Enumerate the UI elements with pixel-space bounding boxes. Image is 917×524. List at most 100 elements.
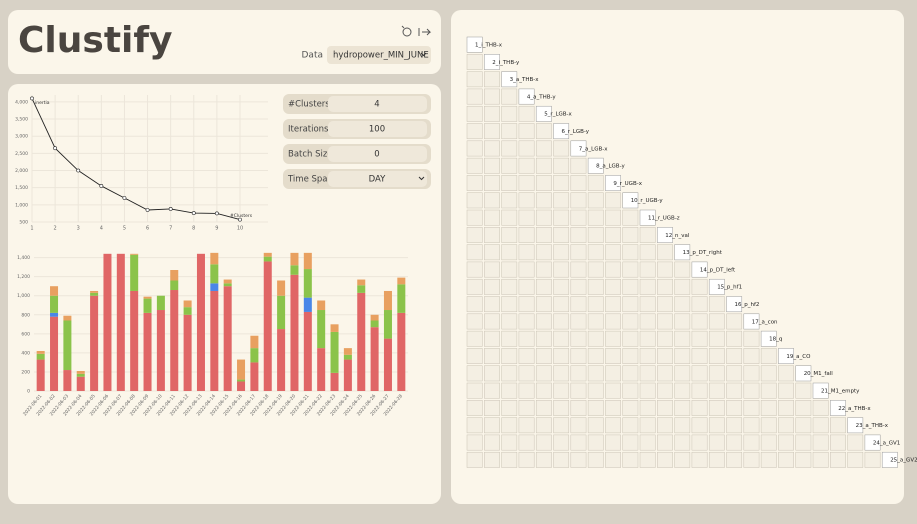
matrix-cell [622, 434, 639, 451]
matrix-cell [691, 296, 708, 313]
bar-segment [383, 338, 392, 391]
y-tick-label: 600 [21, 331, 30, 337]
matrix-cell [760, 417, 777, 434]
matrix-cell [743, 382, 760, 399]
matrix-cell [812, 434, 829, 451]
matrix-cell [639, 313, 656, 330]
matrix-cell [553, 244, 570, 261]
matrix-cell [570, 209, 587, 226]
matrix-cell [484, 382, 500, 399]
matrix-cell [484, 417, 500, 434]
control-input[interactable] [328, 171, 427, 187]
matrix-cell [657, 278, 673, 295]
dataset-select[interactable] [327, 46, 431, 64]
control-input[interactable] [328, 121, 427, 137]
logout-icon[interactable] [418, 28, 432, 36]
matrix-cell [674, 313, 691, 330]
variable-label: 15_p_hf1 [717, 285, 742, 291]
data-label: Data [302, 51, 324, 61]
matrix-cell [466, 105, 483, 122]
diagonal-cell [778, 348, 794, 364]
control-value: 100 [369, 125, 385, 135]
matrix-cell [639, 261, 656, 278]
matrix-cell [760, 365, 777, 382]
matrix-cell [484, 227, 500, 243]
x-tick-label: 2 [54, 226, 57, 232]
matrix-cell [657, 451, 673, 468]
variable-label: 1_i_THB-x [475, 43, 503, 49]
control-input[interactable] [328, 96, 427, 112]
matrix-cell [795, 434, 812, 451]
matrix-cell [726, 417, 743, 434]
bar-segment [210, 283, 219, 291]
diagonal-cell [795, 365, 812, 382]
matrix-cell [484, 123, 500, 140]
matrix-cell [674, 434, 691, 451]
matrix-cell [553, 365, 570, 382]
control-label: Iterations [288, 125, 329, 135]
variable-label: 7_a_LGB-x [579, 146, 608, 152]
matrix-cell [674, 400, 691, 416]
matrix-cell [484, 105, 500, 122]
matrix-cell [605, 348, 621, 364]
bar-segment [223, 286, 232, 391]
bar-segment [397, 277, 406, 285]
bar-segment [76, 376, 85, 391]
variable-label: 20_M1_fall [804, 371, 834, 377]
bar-segment [183, 314, 192, 391]
matrix-cell [466, 451, 483, 468]
matrix-cell [622, 400, 639, 416]
bar-segment [36, 353, 45, 360]
bar-segment [76, 370, 85, 374]
matrix-cell [674, 278, 691, 295]
elbow-point [145, 208, 150, 212]
x-tick-label: 6 [146, 226, 149, 232]
matrix-cell [484, 365, 500, 382]
bar-segment [156, 310, 165, 391]
matrix-cell [501, 123, 518, 140]
matrix-cell [570, 278, 587, 295]
matrix-cell [501, 400, 518, 416]
bar-segment [210, 252, 219, 265]
matrix-cell [570, 313, 587, 330]
bar-segment [63, 320, 72, 371]
matrix-cell [570, 400, 587, 416]
matrix-cell [466, 54, 483, 70]
matrix-cell [605, 434, 621, 451]
matrix-cell [501, 330, 518, 347]
matrix-cell [674, 296, 691, 313]
matrix-cell [466, 365, 483, 382]
variable-label: 16_p_hf2 [735, 302, 760, 308]
control-label: Batch Size [288, 150, 333, 160]
matrix-cell [708, 365, 725, 382]
matrix-cell [484, 261, 500, 278]
reset-icon[interactable] [401, 25, 412, 37]
control-input[interactable] [328, 146, 427, 162]
matrix-cell [691, 400, 708, 416]
matrix-cell [639, 278, 656, 295]
matrix-cell [570, 451, 587, 468]
matrix-cell [518, 365, 535, 382]
matrix-cell [553, 192, 570, 209]
matrix-cell [466, 209, 483, 226]
matrix-cell [674, 348, 691, 364]
diagonal-cell [657, 227, 673, 243]
control-label: Time Span [287, 175, 333, 185]
diagonal-cell [830, 400, 846, 416]
diagonal-cell [605, 175, 621, 191]
variable-label: 24_a_GV1 [873, 440, 900, 446]
matrix-cell [708, 434, 725, 451]
matrix-cell [466, 157, 483, 174]
matrix-cell [484, 140, 500, 157]
matrix-cell [726, 330, 743, 347]
bar-segment [343, 348, 352, 355]
matrix-cell [778, 365, 794, 382]
matrix-cell [553, 140, 570, 157]
matrix-cell [743, 348, 760, 364]
matrix-cell [518, 244, 535, 261]
matrix-cell [587, 209, 604, 226]
elbow-point [168, 207, 173, 211]
bar-segment [330, 324, 339, 332]
diagonal-cell [691, 261, 708, 278]
